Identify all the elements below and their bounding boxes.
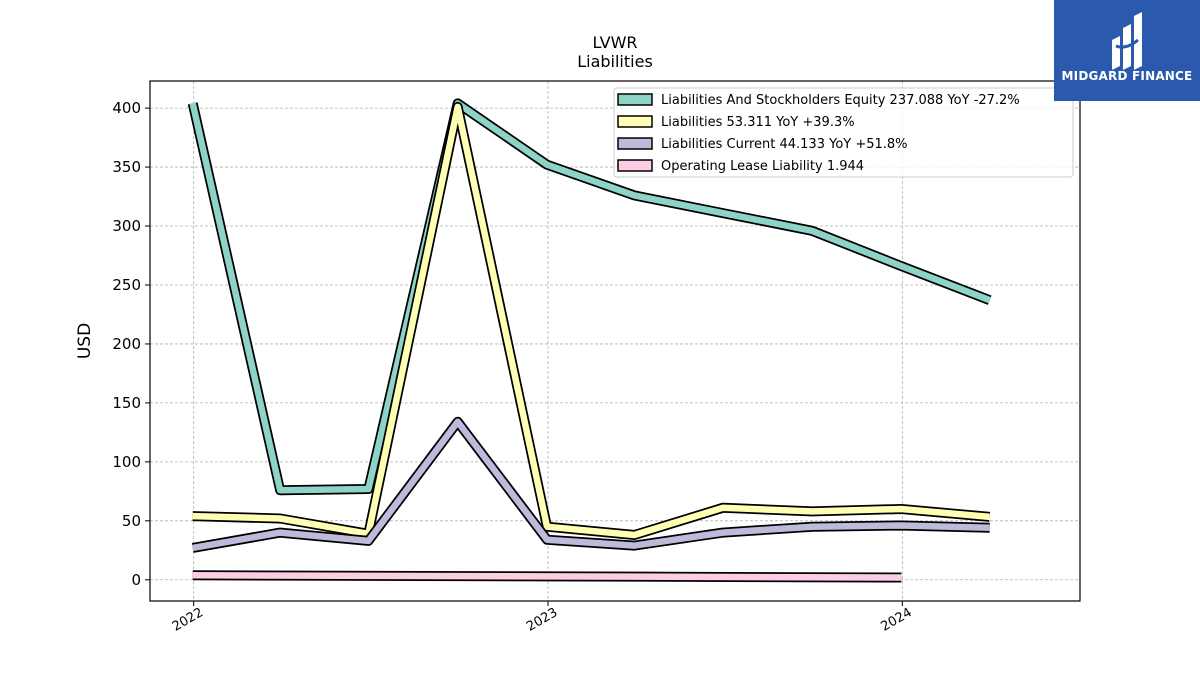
y-tick-label: 150 bbox=[112, 394, 141, 412]
y-axis-label: USD bbox=[75, 323, 95, 359]
x-tick-label: 2022 bbox=[170, 605, 206, 635]
y-tick-label: 200 bbox=[112, 335, 141, 353]
brand-logo: MIDGARD FINANCE bbox=[1054, 0, 1200, 101]
legend-swatch bbox=[617, 93, 653, 106]
legend-swatch bbox=[617, 159, 653, 172]
x-axis-ticks: 2022 2023 2024 bbox=[170, 601, 915, 635]
y-tick-label: 100 bbox=[112, 453, 141, 471]
plot-frame bbox=[149, 80, 1081, 602]
legend: Liabilities And Stockholders Equity 237.… bbox=[613, 87, 1074, 178]
plot-series bbox=[187, 98, 992, 583]
y-axis-ticks: 0 50 100 150 200 250 300 350 400 bbox=[112, 99, 150, 589]
legend-swatch bbox=[617, 115, 653, 128]
y-tick-label: 300 bbox=[112, 217, 141, 235]
series-line-liabilities bbox=[192, 103, 990, 539]
y-tick-label: 0 bbox=[131, 571, 141, 589]
legend-label: Operating Lease Liability 1.944 bbox=[661, 159, 864, 174]
series-line-liabilities-current bbox=[192, 418, 990, 552]
legend-label: Liabilities 53.311 YoY +39.3% bbox=[661, 115, 855, 130]
legend-label: Liabilities Current 44.133 YoY +51.8% bbox=[661, 137, 908, 152]
chart-title: LVWR bbox=[592, 33, 637, 52]
y-tick-label: 50 bbox=[122, 512, 141, 530]
brand-name: MIDGARD FINANCE bbox=[1061, 69, 1193, 83]
legend-box bbox=[613, 87, 1074, 178]
y-tick-label: 350 bbox=[112, 158, 141, 176]
x-tick-label: 2024 bbox=[879, 605, 915, 635]
chart-subtitle: Liabilities bbox=[577, 52, 653, 71]
series-line-operating-lease-liability bbox=[192, 572, 902, 581]
y-tick-label: 250 bbox=[112, 276, 141, 294]
x-tick-label: 2023 bbox=[524, 605, 560, 635]
y-tick-label: 400 bbox=[112, 99, 141, 117]
midgard-logo-icon bbox=[1112, 12, 1142, 70]
legend-swatch bbox=[617, 137, 653, 150]
legend-label: Liabilities And Stockholders Equity 237.… bbox=[661, 93, 1020, 108]
series-line-liabilities-and-stockholders-equity bbox=[189, 100, 991, 494]
